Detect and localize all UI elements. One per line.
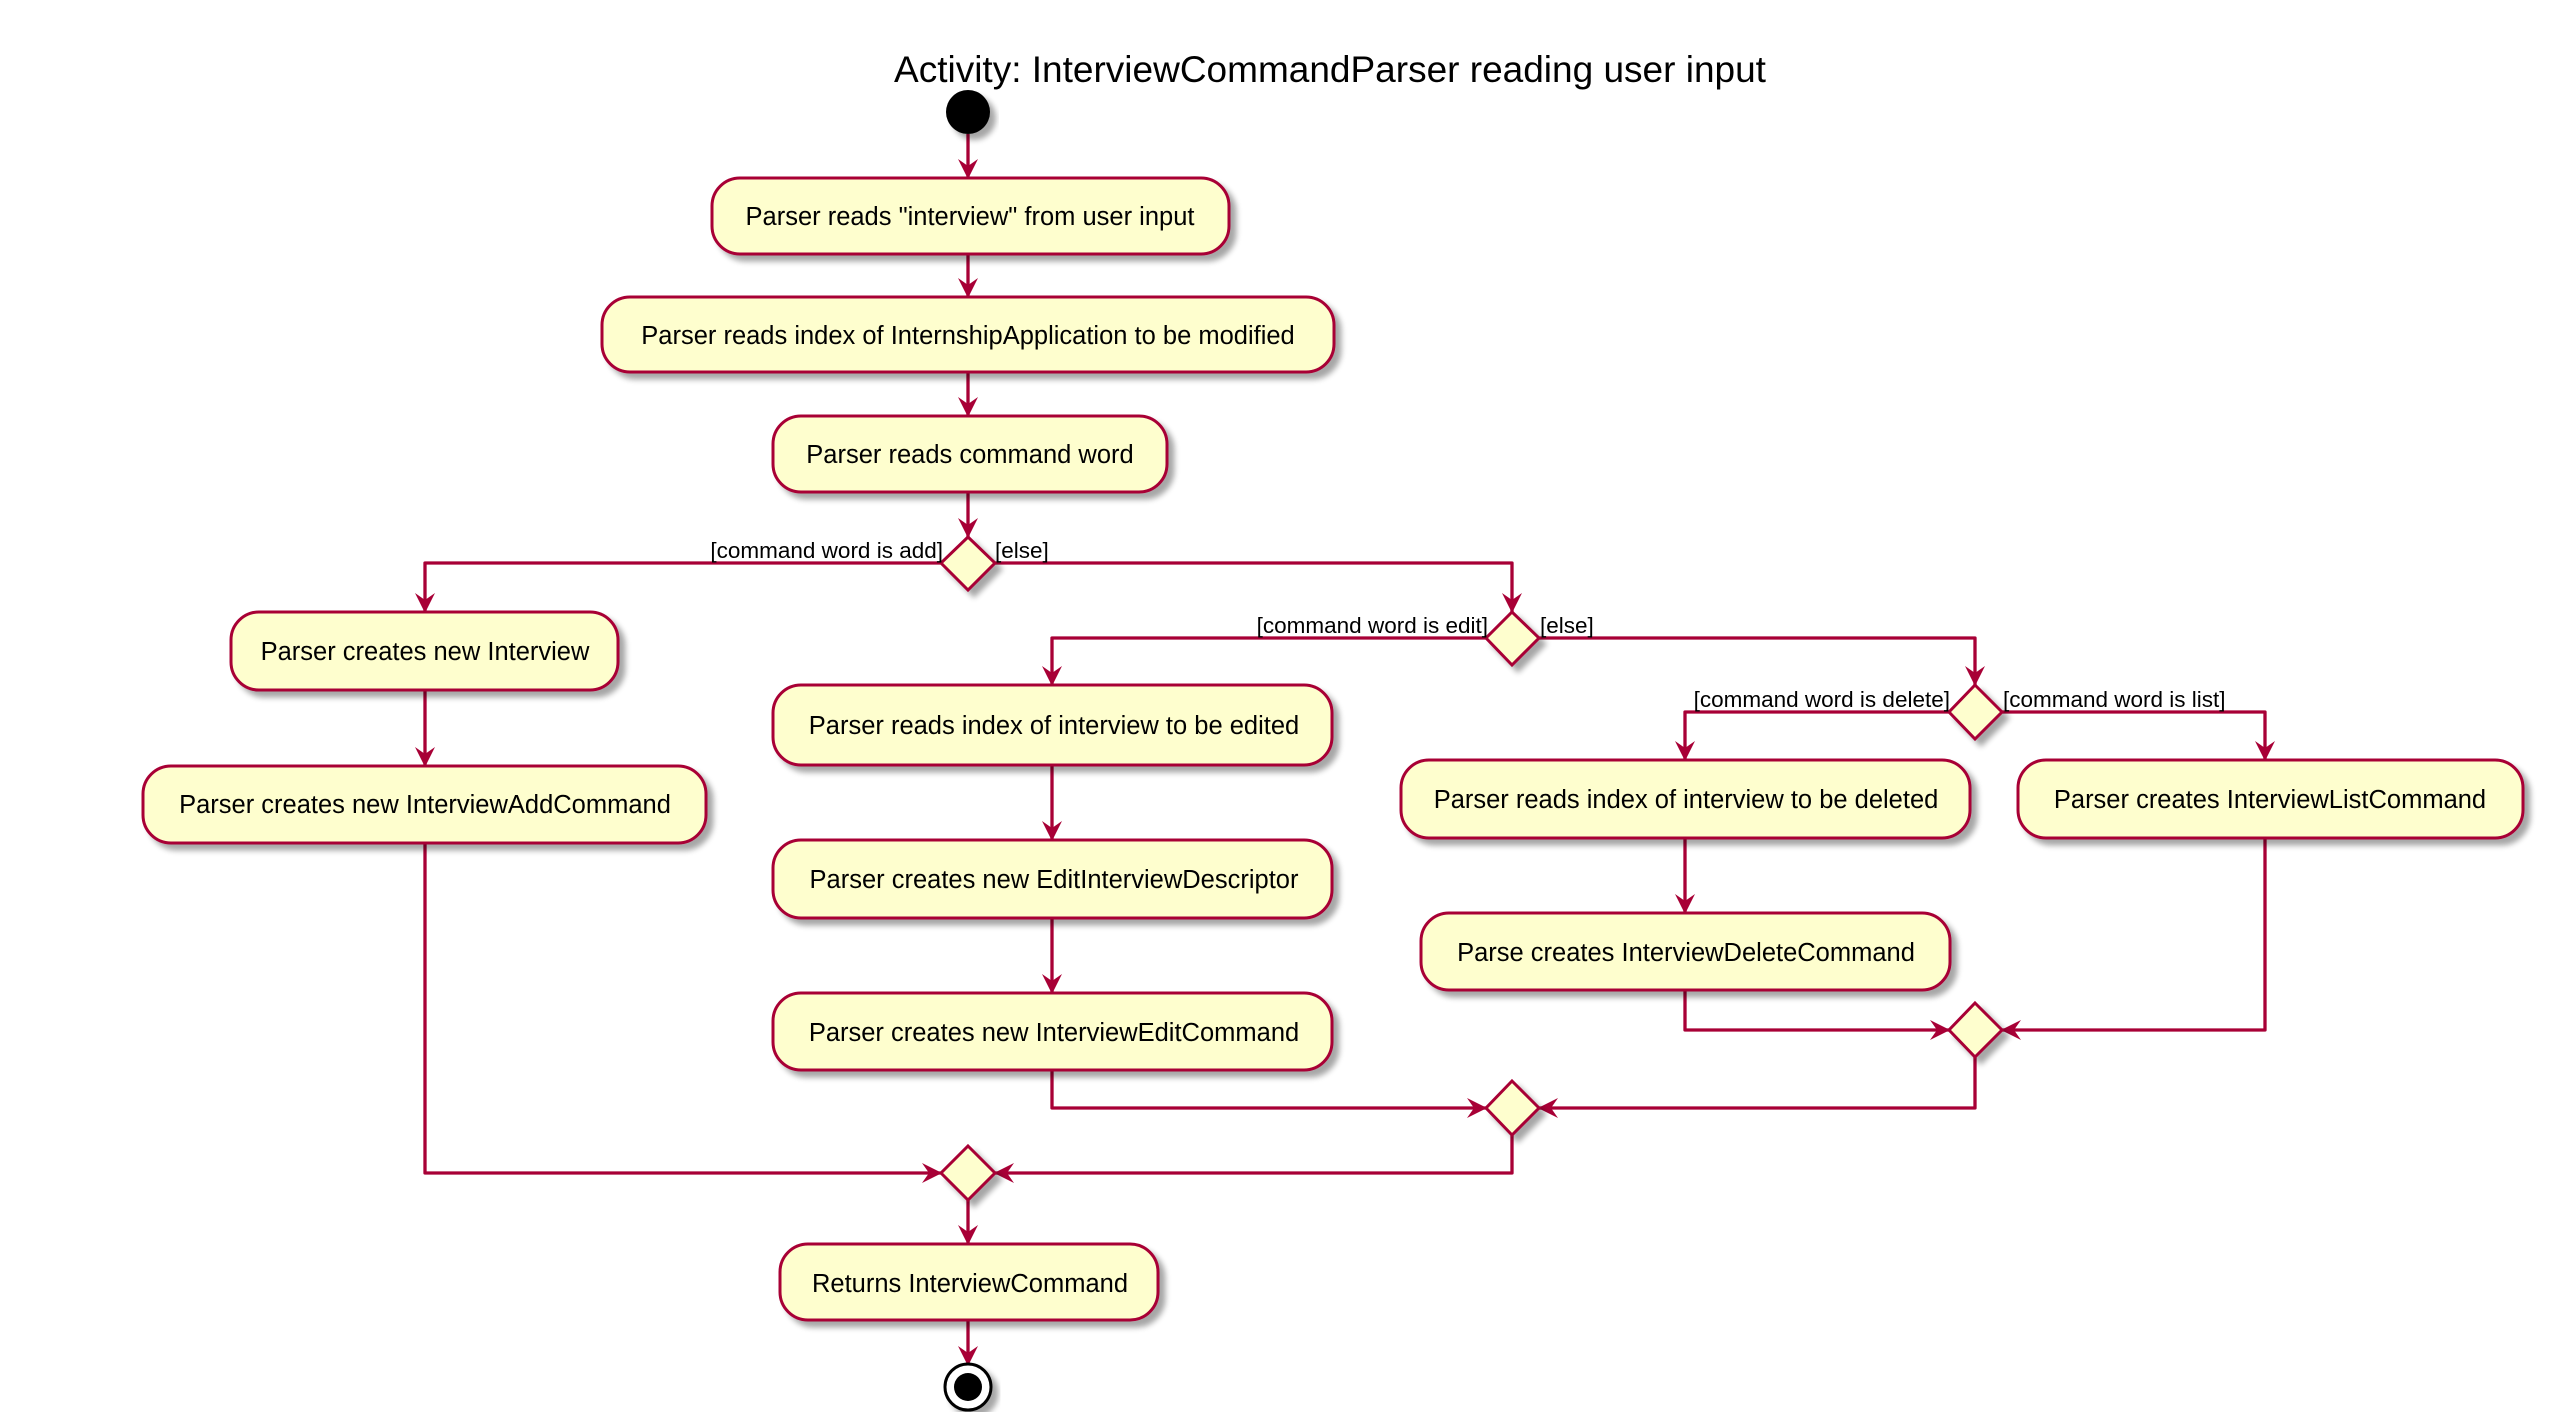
edge-branch-else-2	[1539, 636, 1985, 686]
decision-diamond-edit	[1483, 609, 1542, 668]
activity-returns-box	[778, 1242, 1160, 1322]
edge	[1538, 1057, 1977, 1118]
activity-read-edit-index: Parser reads index of interview to be ed…	[809, 712, 1299, 740]
activity-create-edit-command: Parser creates new InterviewEditCommand	[809, 1019, 1299, 1047]
activity-create-add-command-box	[141, 764, 708, 845]
edge-branch-else	[995, 561, 1522, 613]
activity-read-delete-index-box	[1399, 758, 1972, 840]
edge	[994, 1135, 1514, 1183]
activity-read-edit-index-box	[771, 683, 1334, 767]
activity-create-list-command: Parser creates InterviewListCommand	[2054, 786, 2486, 814]
decision-diamond-command-word	[938, 534, 998, 593]
guard-else: [else]	[995, 538, 1049, 563]
edge-branch-list	[2002, 710, 2275, 761]
edge-branch-delete	[1675, 710, 1949, 761]
start-node	[946, 90, 990, 134]
activity-read-index: Parser reads index of InternshipApplicat…	[641, 322, 1294, 350]
edges	[415, 134, 2275, 1366]
diagram-title: Activity: InterviewCommandParser reading…	[894, 49, 1767, 90]
guard-else-2: [else]	[1540, 613, 1594, 638]
edge	[423, 843, 942, 1183]
merge-diamond-edit	[1483, 1078, 1542, 1138]
edge	[1683, 990, 1950, 1040]
edge	[1050, 1070, 1487, 1118]
merge-diamond-final	[938, 1143, 998, 1203]
activity-read-interview: Parser reads "interview" from user input	[746, 203, 1195, 231]
edge-branch-edit	[1042, 636, 1486, 686]
activity-read-command-word-box	[771, 414, 1169, 494]
merge-diamond-delete-list	[1946, 1000, 2005, 1060]
activity-create-add-command: Parser creates new InterviewAddCommand	[179, 791, 671, 819]
activity-read-index-box	[600, 295, 1336, 374]
activity-create-edit-command-box	[771, 991, 1334, 1072]
activity-read-interview-box	[710, 176, 1231, 256]
guard-is-list: [command word is list]	[2003, 687, 2226, 712]
guard-is-delete: [command word is delete]	[1694, 687, 1950, 712]
edge	[2001, 838, 2267, 1040]
edge-branch-add	[415, 561, 941, 613]
activity-create-delete-command: Parse creates InterviewDeleteCommand	[1457, 939, 1915, 967]
activity-read-delete-index: Parser reads index of interview to be de…	[1434, 786, 1939, 814]
activity-create-interview: Parser creates new Interview	[261, 638, 590, 666]
activity-create-delete-command-box	[1419, 911, 1952, 992]
decision-diamond-delete-list	[1946, 682, 2005, 742]
activity-create-list-command-box	[2016, 758, 2525, 840]
activity-create-edit-descriptor: Parser creates new EditInterviewDescript…	[810, 866, 1299, 894]
activity-read-command-word: Parser reads command word	[806, 441, 1133, 469]
activity-create-edit-descriptor-box	[771, 838, 1334, 920]
activity-create-interview-box	[229, 610, 620, 692]
activity-returns: Returns InterviewCommand	[812, 1270, 1128, 1298]
end-node	[943, 1362, 993, 1412]
guard-is-edit: [command word is edit]	[1257, 613, 1488, 638]
guard-is-add: [command word is add]	[710, 538, 943, 563]
